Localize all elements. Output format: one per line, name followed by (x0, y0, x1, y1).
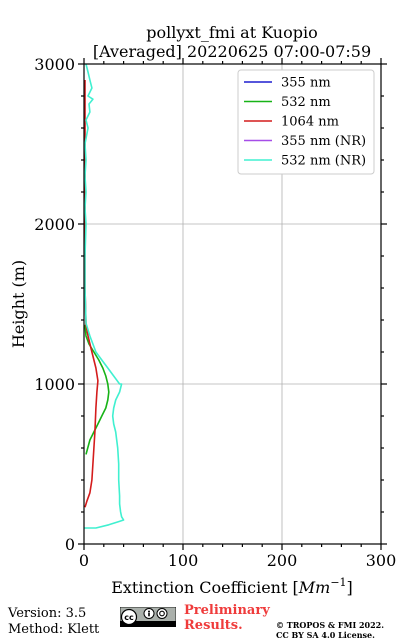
plot-frame (83, 63, 382, 545)
legend: 355 nm 532 nm 1064 nm 355 nm (NR) 532 nm (NR… (237, 69, 375, 175)
copyright-line-2: CC BY SA 4.0 License. (276, 630, 375, 640)
x-tick-label: 0 (79, 551, 89, 570)
x-axis-label-unit: Mm (298, 578, 331, 597)
x-tick-label: 100 (168, 551, 199, 570)
y-tick-label: 3000 (34, 55, 75, 74)
x-axis-label: Extinction Coefficient [Mm−1] (111, 576, 353, 597)
x-axis-label-exponent: −1 (330, 576, 346, 589)
x-tick-label: 300 (366, 551, 397, 570)
y-tick-label: 0 (65, 535, 75, 554)
series-line-532-nm-nr- (84, 63, 125, 529)
legend-label: 355 nm (NR) (281, 134, 366, 149)
copyright-notice: © TROPOS & FMI 2022. CC BY SA 4.0 Licens… (276, 620, 384, 640)
series-line-1064-nm (84, 80, 99, 508)
legend-label: 532 nm (NR) (281, 154, 366, 169)
version-text: Version: 3.5 (8, 606, 87, 621)
preliminary-label: Preliminary Results. (184, 603, 270, 633)
legend-box (237, 69, 375, 175)
y-tick-label: 2000 (34, 215, 75, 234)
preliminary-line-2: Results. (184, 618, 243, 633)
x-axis-label-main: Extinction Coefficient [ (111, 578, 299, 597)
x-tick-label: 200 (267, 551, 298, 570)
cc-by-sa-logo: cc (120, 607, 176, 627)
legend-label: 1064 nm (281, 115, 339, 130)
chart-title: pollyxt_fmi at Kuopio (146, 23, 317, 42)
y-axis-label: Height (m) (9, 260, 28, 348)
legend-label: 355 nm (281, 76, 331, 91)
method-text: Method: Klett (8, 622, 100, 637)
legend-label: 532 nm (281, 95, 331, 110)
svg-text:cc: cc (124, 613, 134, 622)
copyright-line-1: © TROPOS & FMI 2022. (276, 620, 385, 630)
y-tick-label: 1000 (34, 375, 75, 394)
preliminary-line-1: Preliminary (184, 603, 270, 618)
data-series (84, 63, 125, 529)
x-axis-label-end: ] (347, 578, 353, 597)
chart-subtitle: [Averaged] 20220625 07:00-07:59 (93, 42, 371, 61)
tick-marks (78, 58, 387, 550)
